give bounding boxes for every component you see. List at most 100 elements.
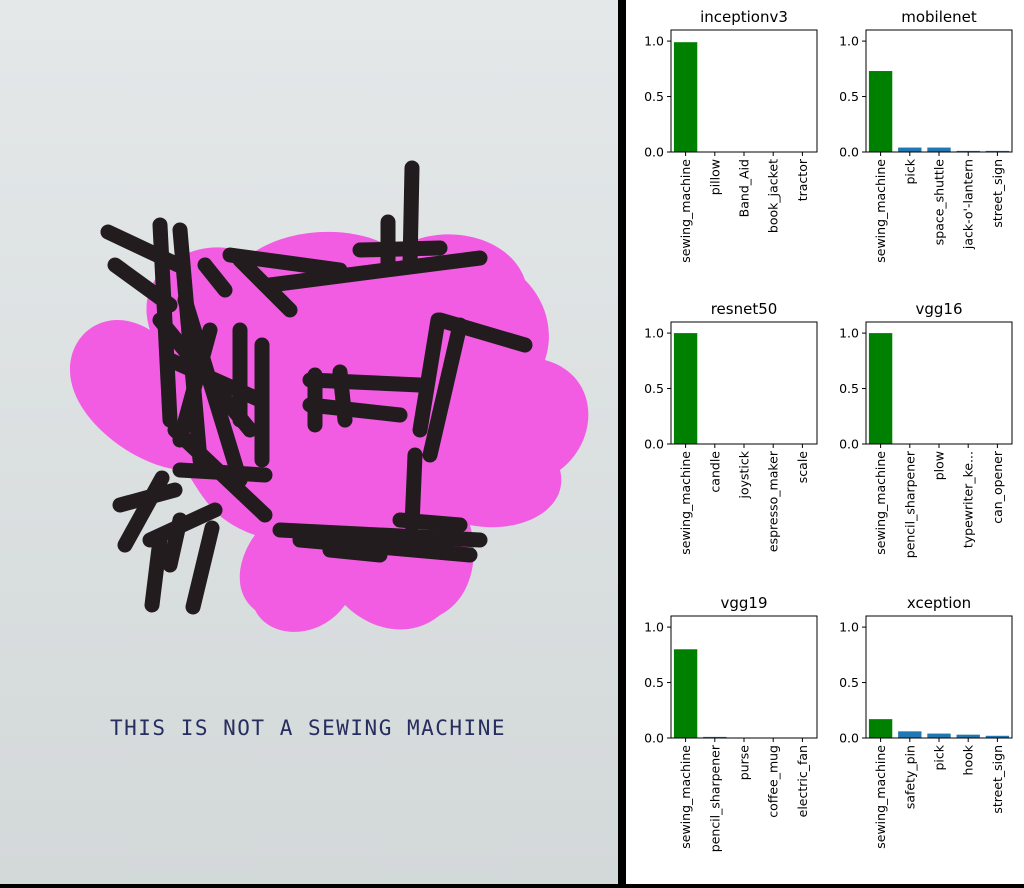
bar-street_sign: [985, 150, 1010, 152]
charts-canvas: inceptionv3 0.0 0.5 1.0 sewing_machine pillow…: [644, 8, 1013, 852]
x-tick-label: espresso_maker: [766, 450, 781, 552]
bar-sewing_machine: [673, 649, 698, 738]
bar-pick: [898, 147, 922, 152]
y-tick-label: 0.0: [644, 437, 664, 452]
x-tick-label: Band_Aid: [737, 159, 752, 217]
x-tick-label: sewing_machine: [873, 159, 888, 263]
x-tick-label: sewing_machine: [678, 451, 693, 555]
y-tick-label: 1.0: [644, 620, 664, 635]
chart-title: resnet50: [711, 300, 778, 318]
ink-stroke: [392, 512, 468, 533]
y-tick-label: 0.0: [644, 145, 664, 160]
x-tick-label: pillow: [707, 159, 722, 195]
ink-stroke: [302, 397, 408, 423]
bar-hook: [956, 734, 980, 738]
ink-stroke: [172, 462, 273, 483]
bar-space_shuttle: [927, 147, 951, 152]
x-tick-label: sewing_machine: [678, 159, 693, 263]
bar-sewing_machine: [868, 333, 893, 444]
chart-mobilenet: mobilenet 0.0 0.5 1.0 sewing_machine pick spac…: [839, 8, 1013, 263]
ink-stroke: [262, 250, 488, 293]
x-tick-label: typewriter_ke...: [961, 451, 976, 548]
chart-inceptionv3: inceptionv3 0.0 0.5 1.0 sewing_machine pillow…: [644, 8, 818, 263]
x-tick-label: sewing_machine: [873, 451, 888, 555]
x-tick-label: candle: [707, 451, 722, 493]
x-tick-label: coffee_mug: [766, 745, 781, 818]
ink-strokes: [100, 160, 533, 615]
x-tick-label: book_jacket: [766, 159, 781, 233]
x-tick-label: sewing_machine: [873, 745, 888, 849]
y-tick-label: 1.0: [644, 34, 664, 49]
ink-stroke: [185, 520, 220, 615]
x-tick-label: hook: [961, 744, 976, 775]
y-tick-label: 1.0: [839, 620, 859, 635]
poster-artwork: THIS IS NOT A SEWING MACHINE: [0, 0, 618, 884]
x-tick-label: scale: [795, 451, 810, 484]
bar-sewing_machine: [673, 42, 698, 153]
y-tick-label: 1.0: [644, 326, 664, 341]
chart-title: vgg19: [720, 594, 767, 612]
y-tick-label: 0.0: [644, 731, 664, 746]
bar-safety_pin: [898, 731, 922, 738]
y-tick-label: 0.5: [839, 89, 859, 104]
ink-stroke: [222, 247, 348, 278]
ink-stroke: [412, 312, 446, 438]
x-tick-label: sewing_machine: [678, 745, 693, 849]
ink-stroke: [322, 542, 388, 563]
bar-sewing_machine: [673, 333, 698, 444]
y-tick-label: 0.0: [839, 437, 859, 452]
poster-photo: THIS IS NOT A SEWING MACHINE: [0, 0, 618, 884]
bar-pick: [927, 733, 951, 738]
ink-stroke: [352, 240, 448, 258]
ink-stroke: [292, 532, 478, 563]
ink-stroke: [422, 317, 468, 463]
x-tick-label: can_opener: [990, 450, 1005, 524]
x-tick-label: street_sign: [990, 159, 1005, 228]
chart-vgg19: vgg19 0.0 0.5 1.0 sewing_machine pencil_sharp…: [644, 594, 818, 852]
ink-stroke: [144, 532, 168, 613]
chart-xception: xception 0.0 0.5 1.0 sewing_machine safety_pi…: [839, 594, 1013, 849]
y-tick-label: 0.5: [644, 675, 664, 690]
x-tick-label: safety_pin: [902, 745, 917, 809]
ink-stroke: [302, 372, 428, 393]
x-tick-label: pick: [932, 744, 947, 770]
bar-street_sign: [985, 735, 1010, 738]
y-tick-label: 1.0: [839, 34, 859, 49]
y-tick-label: 0.0: [839, 731, 859, 746]
ink-stroke: [172, 322, 218, 448]
x-tick-label: pencil_sharpener: [902, 450, 917, 558]
bar-sewing_machine: [868, 719, 893, 738]
ink-stroke: [404, 447, 423, 533]
x-tick-label: plow: [932, 451, 947, 480]
x-tick-label: joystick: [737, 450, 752, 499]
y-tick-label: 0.0: [839, 145, 859, 160]
panel-divider: [618, 0, 626, 884]
x-tick-label: purse: [737, 745, 752, 781]
chart-title: mobilenet: [901, 8, 977, 26]
bar-jack-o'-lantern: [956, 150, 980, 152]
bar-sewing_machine: [868, 71, 893, 152]
chart-title: xception: [907, 594, 971, 612]
y-tick-label: 0.5: [839, 675, 859, 690]
ink-stroke: [117, 470, 170, 553]
x-tick-label: space_shuttle: [932, 159, 947, 246]
x-tick-label: pick: [902, 158, 917, 184]
x-tick-label: electric_fan: [795, 745, 810, 817]
chart-title: inceptionv3: [700, 8, 788, 26]
x-tick-label: jack-o'-lantern: [961, 159, 976, 250]
y-tick-label: 0.5: [644, 89, 664, 104]
x-tick-label: pencil_sharpener: [707, 744, 722, 852]
ink-stroke: [272, 522, 488, 548]
ink-stroke: [402, 160, 420, 273]
y-tick-label: 0.5: [644, 381, 664, 396]
ink-stroke: [197, 257, 233, 298]
chart-title: vgg16: [915, 300, 962, 318]
y-tick-label: 0.5: [839, 381, 859, 396]
y-tick-label: 1.0: [839, 326, 859, 341]
x-tick-label: street_sign: [990, 745, 1005, 814]
bar-pencil_sharpener: [703, 736, 727, 738]
ink-stroke: [332, 364, 353, 428]
model-predictions-panel: inceptionv3 0.0 0.5 1.0 sewing_machine pillow…: [626, 0, 1024, 884]
chart-vgg16: vgg16 0.0 0.5 1.0 sewing_machine pencil_sharp…: [839, 300, 1013, 558]
poster-caption: THIS IS NOT A SEWING MACHINE: [110, 716, 506, 740]
